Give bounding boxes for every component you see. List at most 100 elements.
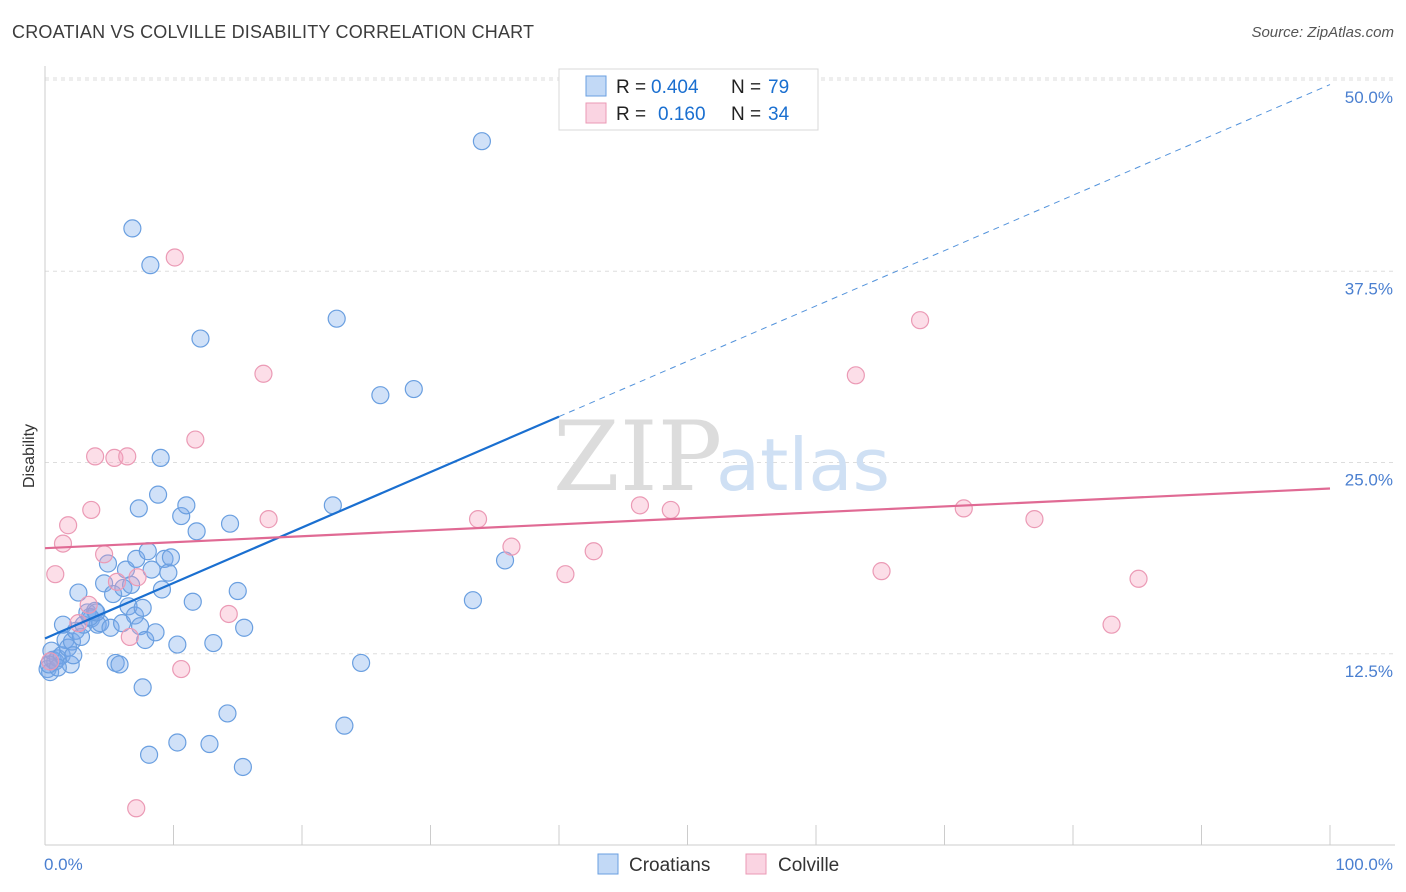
bottom-legend-croatians: Croatians	[629, 855, 710, 876]
bottom-legend-swatch-colville	[745, 853, 767, 875]
top-legend: R = 0.404 N = 79 R = 0.160 N = 34	[558, 68, 819, 131]
point-croatians-10	[62, 632, 82, 651]
axis-layer: 12.5% 25.0% 37.5% 50.0% 0.0% 100.0%	[44, 66, 1395, 874]
point-croatians-70	[352, 653, 371, 673]
point-croatians-75	[39, 655, 58, 674]
point-colville-31	[1025, 510, 1044, 529]
point-croatians-49	[177, 496, 196, 515]
x-tick-label-1: 100.0%	[1335, 855, 1393, 874]
point-colville-15	[186, 430, 205, 449]
point-croatians-55	[228, 581, 247, 601]
source-label: Source: ZipAtlas.com	[1251, 24, 1394, 41]
point-colville-16	[219, 604, 238, 624]
y-tick-label-3: 50.0%	[1345, 88, 1393, 107]
point-colville-10	[118, 447, 137, 466]
point-croatians-76	[64, 646, 83, 665]
point-colville-27	[846, 366, 865, 385]
legend-swatch-croatians	[585, 75, 607, 97]
point-croatians-56	[235, 618, 254, 637]
trend-line-croatians	[44, 415, 560, 640]
point-croatians-66	[200, 734, 219, 754]
legend-swatch-colville	[585, 102, 607, 124]
watermark-zip: ZIP	[553, 401, 722, 513]
point-croatians-58	[141, 256, 160, 275]
point-croatians-32	[125, 606, 145, 625]
chart-title: CROATIAN VS COLVILLE DISABILITY CORRELAT…	[12, 22, 535, 42]
point-colville-1	[46, 565, 65, 584]
point-croatians-42	[151, 448, 170, 468]
point-croatians-48	[172, 506, 191, 526]
point-colville-9	[107, 572, 127, 591]
point-colville-13	[165, 248, 184, 267]
point-colville-22	[502, 537, 521, 556]
y-tick-label-2: 37.5%	[1345, 279, 1393, 298]
point-croatians-64	[133, 678, 152, 697]
point-croatians-23	[101, 618, 120, 637]
legend-n-label-2: N =	[731, 104, 761, 125]
point-colville-11	[120, 627, 139, 647]
point-croatians-53	[204, 633, 223, 653]
point-colville-29	[910, 311, 930, 330]
point-croatians-61	[371, 386, 390, 405]
point-croatians-51	[187, 522, 206, 541]
point-croatians-41	[148, 485, 168, 504]
point-croatians-57	[123, 219, 142, 238]
legend-n-value-1: 79	[768, 77, 789, 98]
point-croatians-26	[110, 655, 129, 674]
point-croatians-34	[129, 499, 148, 518]
point-colville-6	[86, 447, 105, 466]
point-croatians-71	[335, 716, 354, 735]
point-colville-17	[254, 364, 273, 383]
point-croatians-36	[133, 598, 152, 617]
point-colville-23	[556, 565, 575, 584]
point-croatians-67	[168, 733, 187, 752]
point-colville-12	[128, 568, 147, 587]
point-croatians-52	[191, 329, 210, 348]
trend-layer	[44, 84, 1331, 640]
point-colville-28	[872, 562, 891, 581]
point-croatians-38	[138, 542, 157, 561]
point-croatians-69	[233, 757, 252, 777]
point-colville-0	[41, 652, 60, 671]
point-croatians-62	[404, 379, 423, 399]
point-colville-21	[468, 510, 488, 529]
bottom-legend: Croatians Colville	[597, 853, 839, 876]
point-colville-5	[82, 500, 101, 520]
watermark: ZIP atlas	[553, 401, 890, 513]
y-tick-label-0: 12.5%	[1345, 662, 1393, 681]
point-colville-33	[1129, 569, 1148, 588]
point-croatians-40	[146, 623, 165, 642]
legend-n-label-1: N =	[731, 77, 761, 98]
legend-n-value-2: 34	[768, 104, 790, 125]
legend-box	[558, 68, 819, 131]
point-colville-2	[53, 534, 73, 553]
point-colville-7	[95, 545, 114, 564]
point-colville-18	[259, 510, 278, 529]
point-croatians-22	[98, 554, 118, 573]
legend-r-label-1: R =	[616, 77, 646, 98]
y-tick-label-1: 25.0%	[1345, 471, 1393, 490]
legend-r-value-1: 0.404	[651, 77, 699, 98]
point-croatians-72	[463, 591, 483, 610]
point-croatians-12	[69, 583, 88, 602]
trend-line-colville	[44, 487, 1331, 550]
bottom-legend-colville: Colville	[778, 855, 839, 876]
point-croatians-37	[136, 630, 155, 650]
grid-layer	[45, 77, 1395, 655]
point-colville-30	[954, 499, 973, 518]
y-axis-title: Disability	[21, 424, 38, 488]
trend-line-croatians-extension	[558, 84, 1331, 418]
points-layer	[38, 132, 1148, 818]
point-colville-14	[172, 659, 191, 679]
point-colville-4	[79, 595, 98, 614]
legend-r-value-2: 0.160	[658, 104, 706, 125]
point-colville-3	[59, 516, 78, 535]
point-croatians-54	[220, 514, 240, 533]
bottom-legend-swatch-croatians	[597, 853, 619, 875]
point-croatians-45	[159, 563, 178, 582]
point-croatians-50	[183, 592, 202, 611]
point-croatians-68	[139, 745, 159, 764]
watermark-atlas: atlas	[716, 423, 890, 507]
legend-r-label-2: R =	[616, 104, 646, 125]
